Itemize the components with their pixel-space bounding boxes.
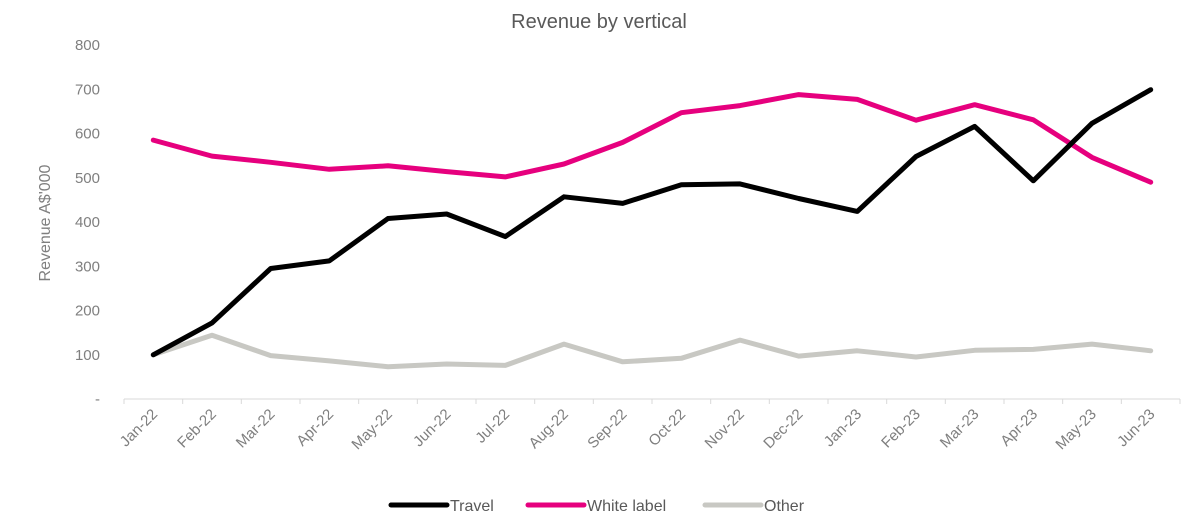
legend: Travel White label Other [388,498,805,515]
y-tick-label: 500 [75,170,100,187]
x-tick-label: Apr-22 [293,406,337,450]
legend-label: White label [587,498,666,515]
y-tick-label: 400 [75,214,100,231]
series-line-white-label [150,92,1154,185]
y-tick-label: - [95,391,100,408]
y-axis-ticks: - 100 200 300 400 500 600 700 800 [75,37,100,408]
legend-label: Other [764,498,805,515]
y-axis-title: Revenue A$'000 [37,164,54,281]
y-tick-label: 700 [75,81,100,98]
y-tick-label: 200 [75,303,100,320]
x-tick-label: Jun-22 [410,406,454,450]
x-tick-label: Jan-23 [821,406,865,450]
y-tick-label: 800 [75,37,100,54]
series-line-travel [150,87,1154,358]
x-tick-label: May-23 [1052,406,1099,453]
x-tick-label: Mar-22 [233,406,279,452]
x-tick-label: May-22 [348,406,395,453]
x-tick-label: Aug-22 [526,406,572,452]
x-tick-label: Dec-22 [760,406,806,452]
x-tick-label: Jan-22 [117,406,161,450]
x-tick-label: Apr-23 [997,406,1041,450]
chart-title: Revenue by vertical [511,11,687,33]
x-tick-label: Feb-23 [878,406,924,452]
x-tick-label: Jun-23 [1114,406,1158,450]
legend-label: Travel [450,498,494,515]
x-tick-label: Feb-22 [174,406,220,452]
x-tick-label: Nov-22 [702,406,748,452]
x-tick-label: Mar-23 [937,406,983,452]
y-tick-label: 300 [75,258,100,275]
x-tick-label: Sep-22 [584,406,630,452]
y-tick-label: 600 [75,126,100,143]
series-lines [150,87,1154,370]
series-line-other [150,332,1154,370]
y-tick-label: 100 [75,347,100,364]
x-tick-label: Jul-22 [472,406,513,447]
x-axis-ticks: Jan-22 Feb-22 Mar-22 Apr-22 May-22 Jun-22 Jul-… [117,399,1181,453]
x-tick-label: Oct-22 [645,406,689,450]
